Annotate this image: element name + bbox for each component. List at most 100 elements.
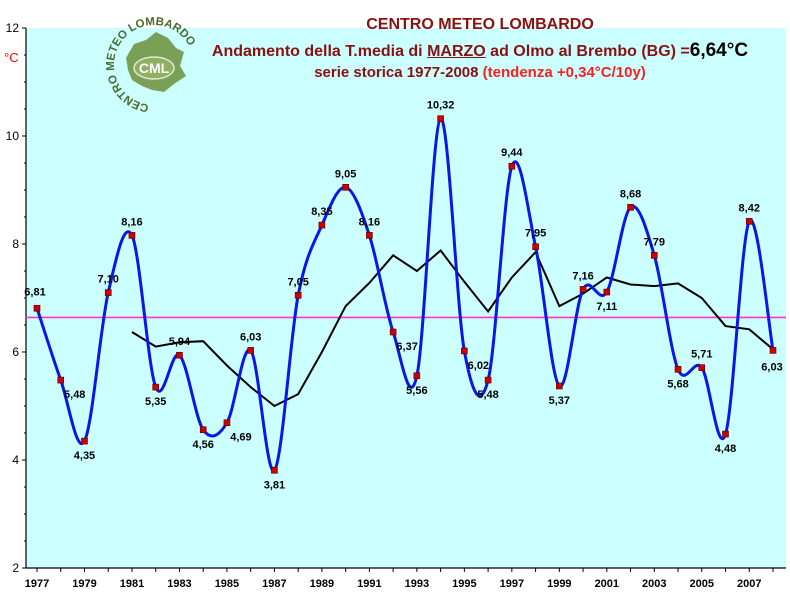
data-label: 10,32	[427, 100, 455, 112]
data-point	[33, 304, 41, 312]
data-point	[223, 419, 231, 427]
x-tick-label: 1999	[547, 578, 571, 590]
data-point	[389, 328, 397, 336]
data-point	[437, 115, 444, 123]
x-tick-label: 1977	[25, 578, 49, 590]
data-label: 5,37	[549, 395, 570, 407]
logo-oval	[133, 56, 175, 80]
data-point	[81, 437, 88, 445]
data-label: 5,48	[477, 389, 498, 401]
data-point	[461, 347, 468, 355]
data-point	[603, 288, 611, 296]
x-tick-label: 2001	[595, 578, 619, 590]
data-point	[413, 372, 421, 380]
chart-title-line2: Andamento della T.media di MARZO ad Olmo…	[200, 40, 760, 62]
logo-initials: CML	[139, 60, 170, 76]
data-label: 4,35	[74, 450, 95, 462]
data-point	[532, 243, 539, 250]
subtitle-trend: (tendenza +0,34°C/10y)	[482, 64, 646, 81]
data-label: 6,03	[240, 331, 261, 343]
data-point	[579, 286, 587, 293]
data-label: 8,16	[359, 216, 380, 228]
y-tick-label: 6	[12, 345, 19, 359]
data-point	[152, 383, 160, 391]
data-label: 7,11	[596, 301, 617, 313]
data-label: 5,94	[169, 336, 191, 348]
data-label: 5,71	[691, 349, 712, 361]
data-label: 7,79	[644, 236, 665, 248]
data-label: 8,68	[620, 188, 641, 200]
y-tick-label: 8	[12, 237, 19, 251]
x-tick-label: 1989	[310, 578, 334, 590]
data-point	[104, 289, 112, 296]
data-point	[366, 232, 373, 239]
title-month: MARZO	[427, 43, 486, 60]
data-point	[745, 218, 753, 225]
data-point	[508, 162, 516, 170]
x-tick-label: 1983	[167, 578, 191, 590]
data-label: 9,05	[335, 168, 356, 180]
data-label: 6,02	[468, 360, 489, 372]
data-point	[769, 347, 777, 354]
data-point	[556, 382, 563, 390]
data-label: 7,10	[98, 274, 119, 286]
data-label: 5,35	[145, 396, 166, 408]
data-point	[247, 347, 254, 354]
y-tick-label: 12	[6, 21, 20, 35]
data-point	[128, 232, 136, 239]
data-label: 9,44	[501, 147, 523, 159]
data-label: 6,03	[761, 361, 782, 373]
x-tick-label: 1985	[215, 578, 239, 590]
data-label: 5,56	[406, 385, 427, 397]
x-tick-label: 1991	[357, 578, 381, 590]
x-tick-label: 2007	[737, 578, 761, 590]
title-mean-value: 6,64°C	[689, 40, 749, 61]
data-label: 4,56	[192, 439, 213, 451]
title-prefix: Andamento della T.media di	[211, 43, 428, 60]
data-point	[674, 365, 682, 373]
data-point	[722, 430, 729, 438]
x-tick-label: 1979	[72, 578, 96, 590]
data-label: 7,95	[525, 228, 546, 240]
y-axis-label: °C	[4, 50, 19, 65]
x-tick-label: 1993	[405, 578, 429, 590]
data-point	[318, 221, 326, 229]
data-label: 6,37	[396, 341, 417, 353]
x-tick-label: 2003	[642, 578, 666, 590]
x-axis: 1977 1979 1981 1983 1985 1987 1989 1991 1993 1995…	[25, 567, 786, 590]
y-tick-label: 10	[6, 129, 20, 143]
data-label: 5,68	[667, 378, 688, 390]
data-label: 8,16	[121, 216, 142, 228]
plot-area	[26, 28, 786, 568]
x-tick-label: 1997	[500, 578, 524, 590]
y-axis: 2 4 6 8 10 12	[6, 21, 27, 575]
y-tick-label: 4	[12, 453, 19, 467]
data-point	[271, 466, 278, 474]
data-label: 5,48	[64, 389, 85, 401]
data-label: 3,81	[264, 479, 285, 491]
subtitle-series: serie storica 1977-2008	[314, 64, 483, 81]
cml-logo: CML CENTRO METEO LOMBARDO	[105, 16, 197, 114]
data-point	[484, 376, 492, 384]
data-point	[650, 252, 658, 259]
data-label: 4,48	[715, 443, 736, 455]
x-tick-label: 2005	[690, 578, 714, 590]
data-point	[698, 364, 706, 371]
chart-subtitle: serie storica 1977-2008 (tendenza +0,34°…	[200, 64, 760, 81]
data-label: 8,35	[311, 206, 332, 218]
data-label: 6,81	[24, 286, 45, 298]
data-labels: 6,81 5,48 4,35 7,10 8,16 5,35 5,94 4,56 4,69 6,03…	[24, 100, 782, 492]
data-label: 7,05	[287, 276, 308, 288]
data-point	[342, 184, 349, 191]
x-tick-label: 1995	[452, 578, 476, 590]
x-tick-label: 1981	[120, 578, 144, 590]
data-label: 4,69	[230, 432, 251, 444]
chart-title-line1: CENTRO METEO LOMBARDO	[366, 16, 594, 33]
data-point	[627, 203, 634, 211]
y-tick-label: 2	[12, 561, 19, 575]
title-suffix: ad Olmo al Brembo (BG) =	[485, 43, 690, 60]
data-label: 8,42	[739, 202, 760, 214]
data-point	[199, 426, 207, 434]
